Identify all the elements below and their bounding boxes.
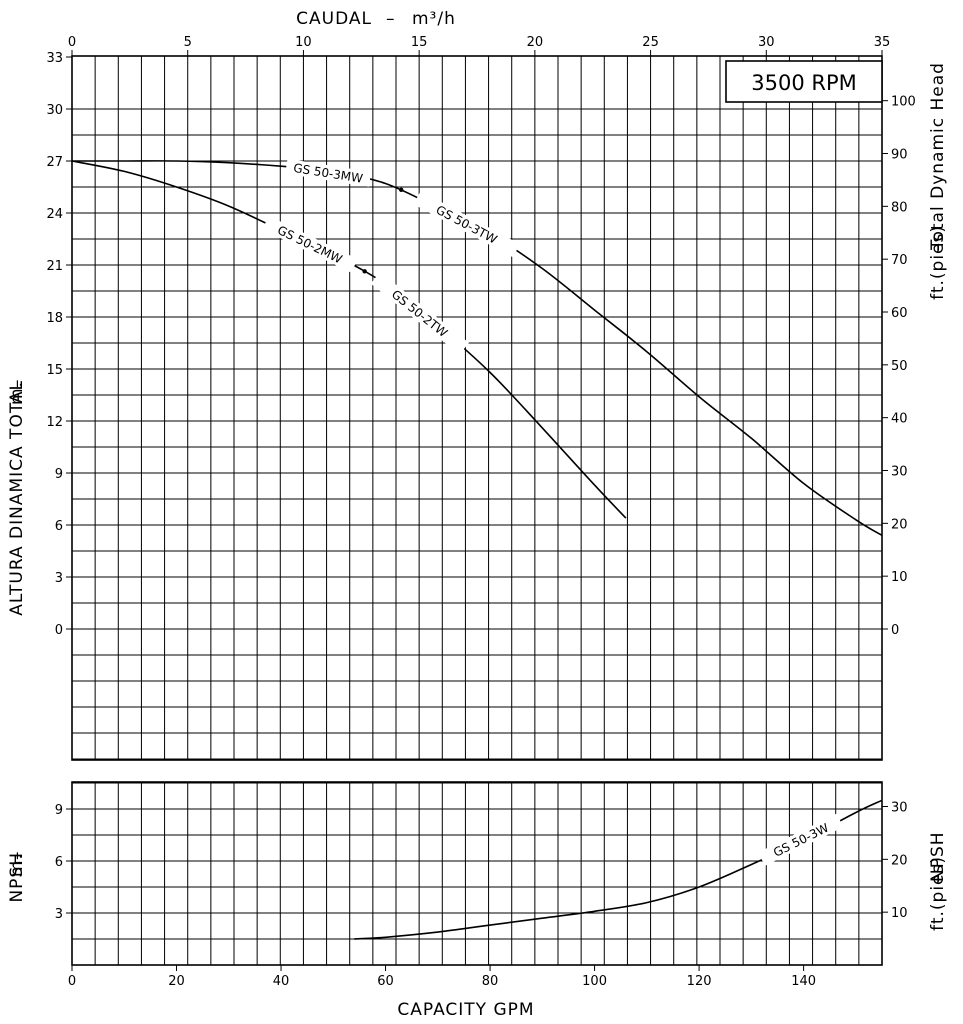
bottom-axis-tick-label: 60 <box>377 974 394 989</box>
left-axis-tick-label: 6 <box>55 519 63 534</box>
right-axis-tick-label: 60 <box>891 306 908 321</box>
curve-label-knockout <box>370 271 469 355</box>
curve-label-knockout <box>413 191 520 258</box>
npsh-right-tick-label: 20 <box>891 853 908 868</box>
rpm-label: 3500 RPM <box>751 71 857 95</box>
npsh-left-tick-label: 3 <box>55 907 63 922</box>
npsh-panel-grid <box>72 782 882 965</box>
top-axis-tick-label: 5 <box>184 35 192 50</box>
left-axis-tick-label: 33 <box>46 51 63 66</box>
right-axis-dash: – <box>928 242 948 252</box>
left-axis-tick-label: 3 <box>55 571 63 586</box>
bottom-axis-tick-label: 0 <box>68 974 76 989</box>
left-axis-tick-label: 18 <box>46 311 63 326</box>
curve-label-knockout <box>758 813 844 866</box>
bottom-axis-tick-label: 40 <box>273 974 290 989</box>
left-axis-tick-label: 27 <box>46 155 63 170</box>
curve-marker-dot <box>399 187 404 193</box>
top-axis-tick-label: 35 <box>874 35 891 50</box>
right-axis-tick-label: 100 <box>891 95 916 110</box>
right-axis-tick-label: 70 <box>891 253 908 268</box>
npsh-right-tick-label: 30 <box>891 801 908 816</box>
right-axis-tick-label: 50 <box>891 359 908 374</box>
left-axis-tick-label: 30 <box>46 103 63 118</box>
top-axis-title: CAUDAL <box>296 9 372 29</box>
left-axis-unit: m. <box>7 381 27 405</box>
npsh-left-tick-label: 6 <box>55 855 63 870</box>
bottom-axis-tick-label: 120 <box>687 974 712 989</box>
npsh-right-tick-label: 10 <box>891 906 908 921</box>
npsh-right-axis-dash: – <box>928 873 948 883</box>
right-axis-tick-label: 40 <box>891 412 908 427</box>
npsh-left-axis-unit: m. <box>7 853 27 877</box>
left-axis-tick-label: 21 <box>46 259 63 274</box>
right-axis-tick-label: 30 <box>891 465 908 480</box>
rpm-box: 3500 RPM <box>725 60 883 103</box>
head-panel-frame <box>71 55 883 761</box>
left-axis-dash: – <box>7 379 27 389</box>
npsh-panel-frame <box>71 781 883 966</box>
top-axis-tick-label: 15 <box>411 35 428 50</box>
top-axis-tick-label: 10 <box>295 35 312 50</box>
top-axis-unit: m³/h <box>412 9 456 29</box>
bottom-axis-tick-label: 140 <box>791 974 816 989</box>
npsh-left-axis-dash: – <box>7 851 27 861</box>
right-axis-tick-label: 10 <box>891 570 908 585</box>
bottom-axis-title: CAPACITY GPM <box>397 1000 534 1020</box>
bottom-axis-tick-label: 20 <box>168 974 185 989</box>
top-axis-tick-label: 0 <box>68 35 76 50</box>
npsh-left-tick-label: 9 <box>55 803 63 818</box>
left-axis-tick-label: 0 <box>55 623 63 638</box>
left-axis-title: ALTURA DINAMICA TOTAL <box>7 380 27 616</box>
right-axis-unit: ft.(pies) <box>928 225 948 300</box>
curve-gs-50-2w <box>71 160 627 519</box>
left-axis-tick-label: 9 <box>55 467 63 482</box>
npsh-right-axis-unit: ft.(pies) <box>928 856 948 931</box>
left-axis-tick-label: 15 <box>46 363 63 378</box>
right-axis-tick-label: 20 <box>891 517 908 532</box>
bottom-axis-tick-label: 80 <box>482 974 499 989</box>
curve-label-knockout <box>285 158 372 187</box>
top-axis-dash: – <box>386 9 396 29</box>
top-axis-tick-label: 25 <box>642 35 659 50</box>
curve-marker-dot <box>362 269 367 274</box>
npsh-left-axis-title: NPSH <box>7 852 27 903</box>
right-axis-title: Total Dynamic Head <box>928 62 948 251</box>
curve-label-knockout <box>262 215 358 273</box>
right-axis-tick-label: 90 <box>891 148 908 163</box>
bottom-axis-tick-label: 100 <box>582 974 607 989</box>
top-axis-tick-label: 30 <box>758 35 775 50</box>
npsh-right-axis-title: NPSH <box>928 831 948 882</box>
tick-labels: 0 5 10 15 20 25 30 3503691215182124273033010203… <box>46 35 915 989</box>
left-axis-tick-label: 12 <box>46 415 63 430</box>
rpm-box-frame <box>725 60 883 103</box>
right-axis-tick-label: 80 <box>891 200 908 215</box>
top-axis-tick-label: 20 <box>527 35 544 50</box>
left-axis-tick-label: 24 <box>46 207 63 222</box>
right-axis-tick-label: 0 <box>891 623 899 638</box>
